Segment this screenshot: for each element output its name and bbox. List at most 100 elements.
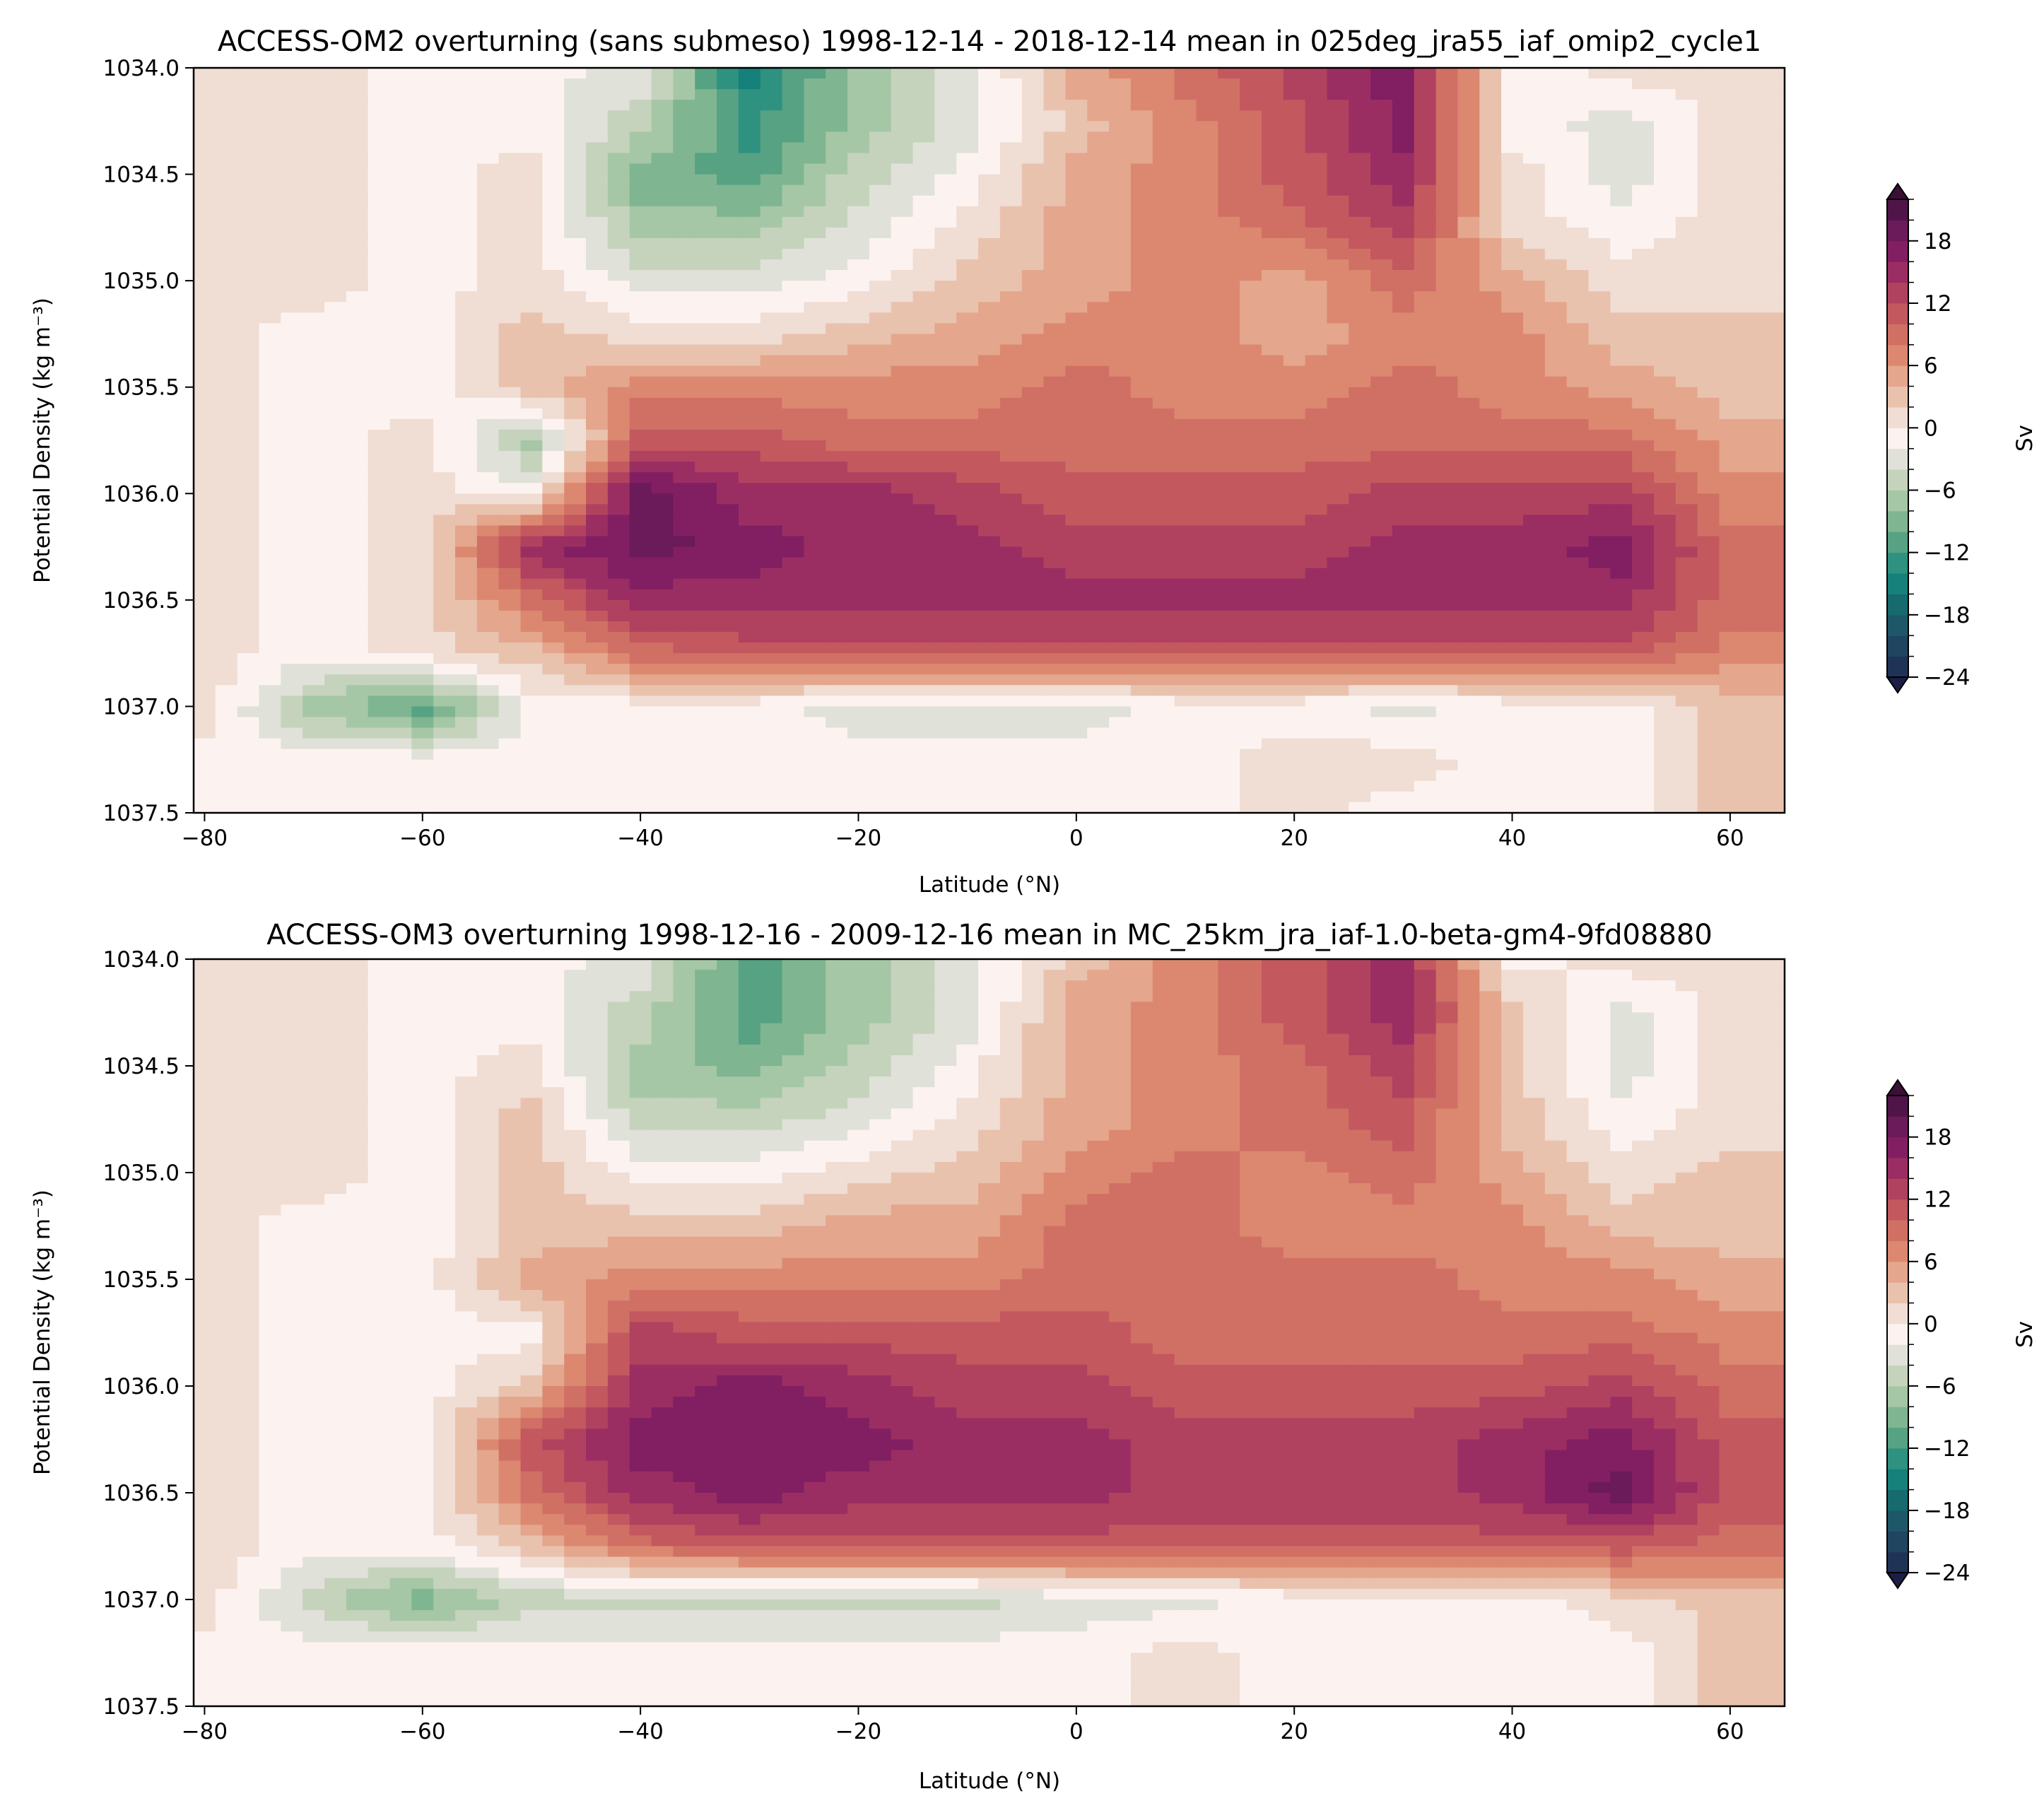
contour-cell xyxy=(1479,174,1502,186)
contour-cell xyxy=(1196,493,1218,505)
contour-cell xyxy=(586,749,609,761)
contour-cell xyxy=(1327,483,1349,494)
contour-cell xyxy=(826,270,848,281)
contour-cell xyxy=(433,483,456,494)
contour-cell xyxy=(782,68,804,79)
contour-cell xyxy=(695,429,717,441)
contour-cell xyxy=(433,387,456,399)
contour-cell xyxy=(912,504,936,515)
contour-cell xyxy=(542,334,565,346)
contour-cell xyxy=(1261,312,1284,324)
contour-cell xyxy=(629,418,652,430)
contour-cell xyxy=(281,142,303,154)
contour-cell xyxy=(1457,706,1480,718)
contour-cell xyxy=(1196,695,1218,708)
contour-cell xyxy=(1501,110,1524,122)
contour-cell xyxy=(281,674,303,686)
contour-cell xyxy=(912,632,936,643)
contour-cell xyxy=(978,291,1001,303)
contour-cell xyxy=(498,504,522,515)
contour-cell xyxy=(1021,206,1045,218)
contour-cell xyxy=(607,68,630,79)
contour-cell xyxy=(1283,749,1306,761)
contour-cell xyxy=(999,237,1023,250)
contour-cell xyxy=(651,184,674,196)
contour-cell xyxy=(760,770,783,782)
contour-cell xyxy=(673,397,695,409)
contour-cell xyxy=(1218,653,1240,664)
contour-cell xyxy=(717,174,739,186)
contour-cell xyxy=(760,397,783,409)
contour-cell xyxy=(1632,418,1655,430)
contour-cell xyxy=(1174,344,1197,356)
contour-cell xyxy=(607,706,630,718)
contour-cell xyxy=(1501,642,1524,654)
contour-cell xyxy=(629,706,652,718)
contour-cell xyxy=(804,429,826,441)
contour-cell xyxy=(1349,121,1371,132)
contour-cell xyxy=(1697,291,1720,303)
contour-cell xyxy=(869,100,892,111)
contour-cell xyxy=(1109,472,1132,483)
contour-cell xyxy=(934,525,957,537)
contour-cell xyxy=(259,312,281,324)
contour-cell xyxy=(411,621,434,633)
contour-cell xyxy=(804,153,826,165)
contour-cell xyxy=(455,759,478,771)
contour-cell xyxy=(1479,429,1502,441)
contour-cell xyxy=(324,206,347,218)
contour-cell xyxy=(934,163,957,175)
contour-cell xyxy=(1087,142,1110,154)
contour-cell xyxy=(847,717,870,729)
contour-cell xyxy=(1305,451,1328,462)
contour-cell xyxy=(215,674,238,686)
contour-cell xyxy=(869,802,892,814)
contour-cell xyxy=(1305,568,1328,580)
contour-cell xyxy=(717,89,739,100)
contour-cell xyxy=(1632,749,1655,761)
contour-cell xyxy=(1435,259,1459,271)
contour-cell xyxy=(194,153,216,165)
contour-cell xyxy=(717,195,739,207)
contour-cell xyxy=(389,89,412,100)
contour-cell xyxy=(1196,184,1218,196)
contour-cell xyxy=(1675,536,1698,548)
contour-cell xyxy=(1675,685,1698,696)
contour-cell xyxy=(433,536,456,548)
contour-cell xyxy=(215,365,238,377)
contour-cell xyxy=(564,589,587,601)
contour-cell xyxy=(259,568,281,580)
contour-cell xyxy=(346,291,369,303)
contour-cell xyxy=(215,749,238,761)
contour-cell xyxy=(1109,717,1132,729)
contour-cell xyxy=(738,248,761,260)
contour-cell xyxy=(1196,738,1218,750)
contour-cell xyxy=(607,770,630,782)
contour-cell xyxy=(1370,248,1393,260)
contour-cell xyxy=(1065,270,1088,281)
contour-cell xyxy=(673,78,695,90)
contour-cell xyxy=(324,621,347,633)
contour-cell xyxy=(520,89,543,100)
contour-cell xyxy=(215,206,238,218)
contour-cell xyxy=(847,589,870,601)
contour-cell xyxy=(1349,802,1371,814)
contour-cell xyxy=(1174,216,1197,228)
contour-cell xyxy=(607,408,630,420)
contour-cell xyxy=(1130,493,1153,505)
contour-cell xyxy=(651,664,674,675)
contour-cell xyxy=(346,451,369,462)
contour-cell xyxy=(629,472,652,483)
contour-cell xyxy=(564,355,587,367)
contour-cell xyxy=(760,344,783,356)
contour-cell xyxy=(1087,184,1110,196)
contour-cell xyxy=(1240,131,1262,143)
contour-cell xyxy=(912,759,936,771)
contour-cell xyxy=(1479,653,1502,664)
contour-cell xyxy=(194,281,216,292)
contour-cell xyxy=(1653,153,1676,165)
contour-cell xyxy=(629,355,652,367)
contour-cell xyxy=(1109,408,1132,420)
contour-cell xyxy=(1240,163,1262,175)
contour-cell xyxy=(956,365,979,377)
